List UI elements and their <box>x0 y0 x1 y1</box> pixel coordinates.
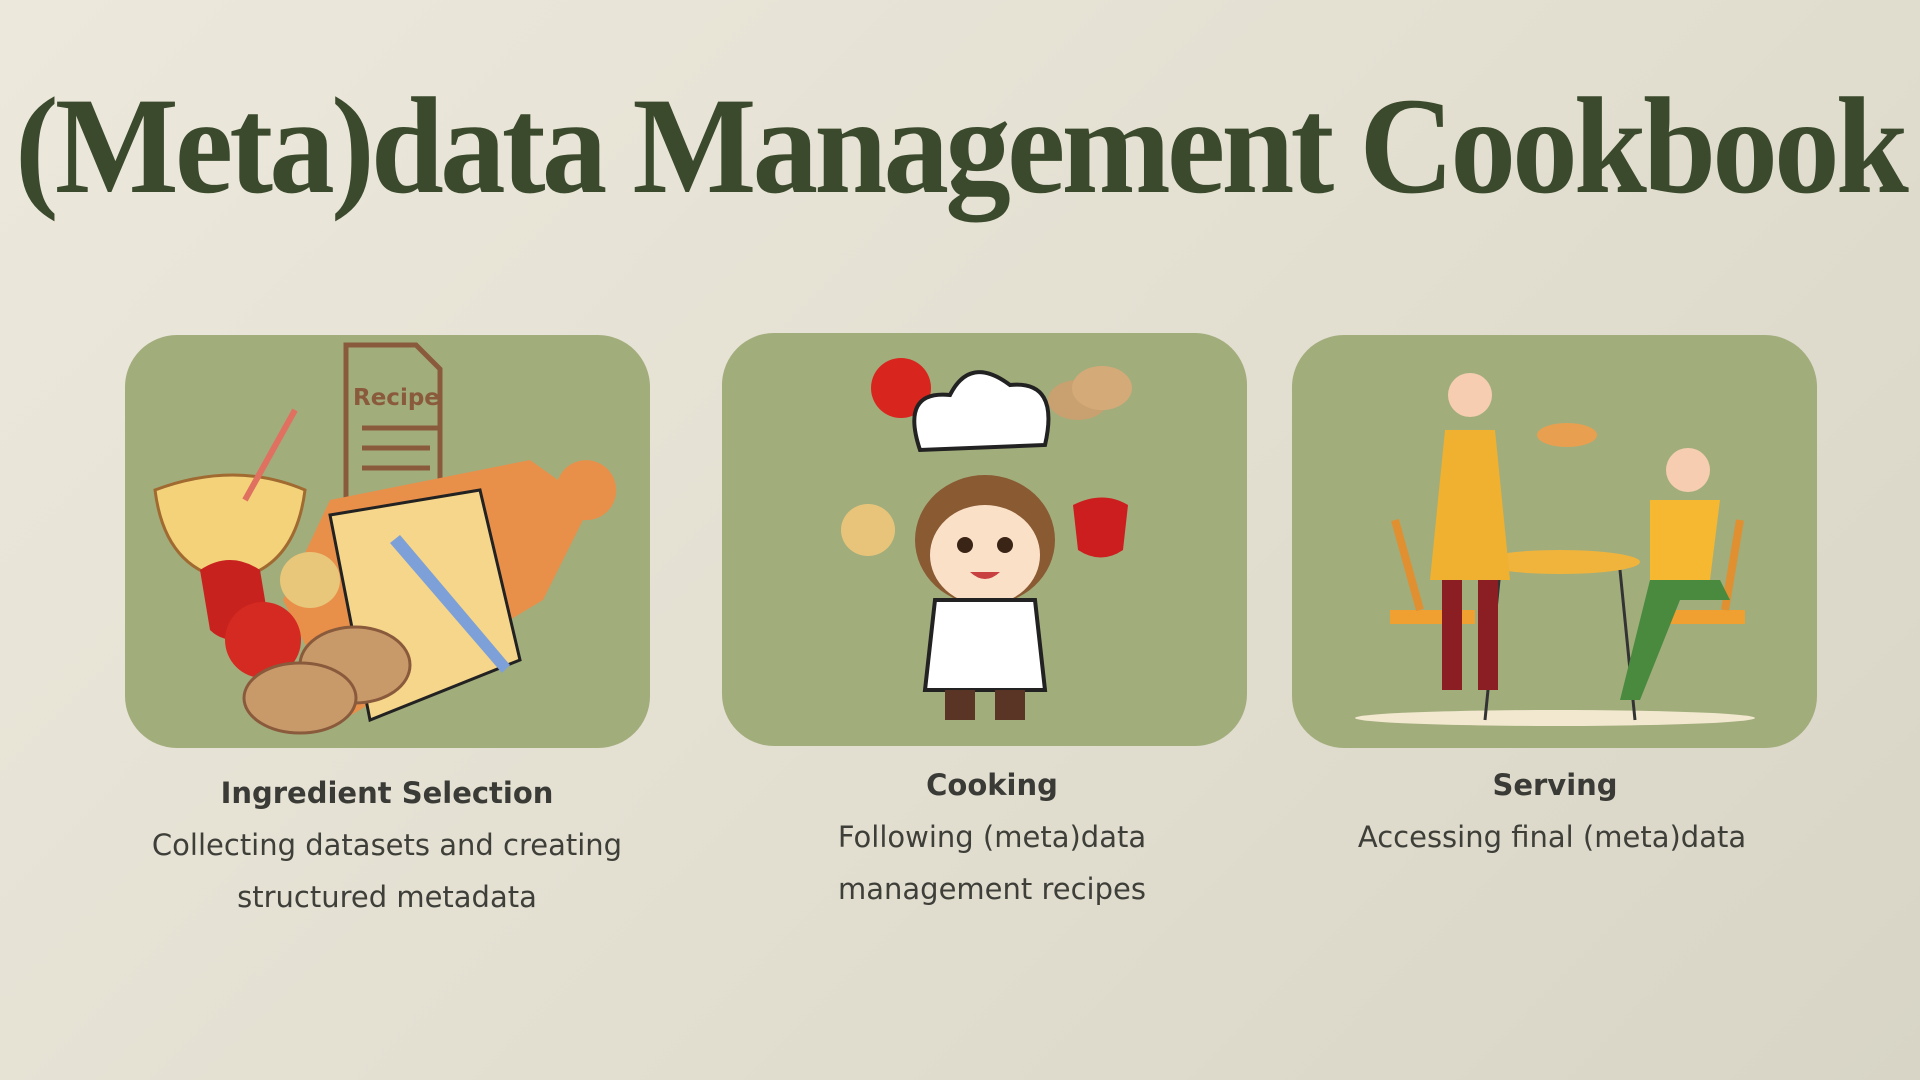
card-description: Following (meta)data <box>838 820 1146 854</box>
card-description: Accessing final (meta)data <box>1358 820 1746 854</box>
card-heading: Serving <box>1492 768 1617 802</box>
card-description: management recipes <box>838 872 1146 906</box>
recipe-label: Recipe <box>353 385 440 411</box>
illustration-ingredients: Recipe <box>153 342 617 735</box>
card-heading: Cooking <box>926 768 1058 802</box>
card-image <box>1292 335 1817 748</box>
illustration-serving <box>1355 373 1755 726</box>
illustration-chef <box>841 358 1132 720</box>
card-description: structured metadata <box>237 880 537 914</box>
card-heading: Ingredient Selection <box>221 776 554 810</box>
card-description: Collecting datasets and creating <box>152 828 622 862</box>
title: (Meta)data Management Cookbook <box>15 69 1909 222</box>
